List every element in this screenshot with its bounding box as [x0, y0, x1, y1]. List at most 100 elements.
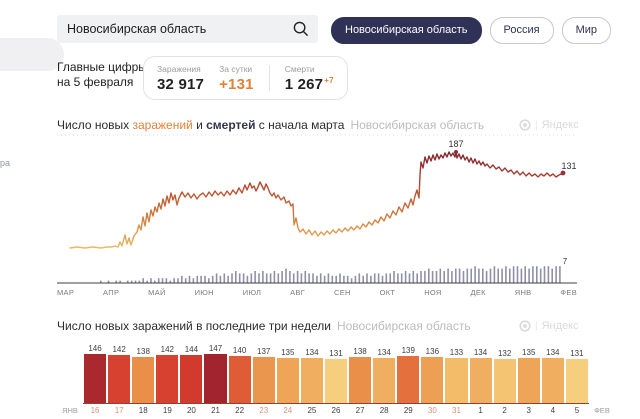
day-label: 30 — [427, 406, 437, 415]
bar-value-label: 140 — [232, 346, 247, 355]
bar-column-26: 131 26 — [323, 341, 349, 418]
bar-column-20: 144 20 — [179, 341, 204, 418]
chart1-title: Число новых заражений и смертей с начала… — [57, 118, 484, 132]
bar-column-21: 147 21 — [203, 341, 228, 418]
bar-value-label: 136 — [425, 347, 440, 356]
bar-value-label: 142 — [112, 345, 126, 354]
chart1-month-axis: МАР АПР МАЙ ИЮН ИЮЛ АВГ СЕН ОКТ НОЯ ДЕК ЯНВ ФЕВ — [57, 288, 577, 297]
search-icon[interactable] — [293, 21, 309, 37]
tab-0[interactable]: Новосибирская область — [331, 17, 482, 44]
day-label: 21 — [211, 406, 220, 415]
stat-deaths-value: 1 267+7 — [284, 75, 334, 93]
edge-text-fragment: ра — [0, 158, 11, 168]
daily-cases-bar — [349, 357, 372, 403]
month-label: СЕН — [333, 288, 351, 297]
bar-column-1: 134 1 — [468, 341, 493, 418]
day-label: 2 — [502, 406, 507, 415]
stats-divider — [268, 65, 270, 91]
tab-2[interactable]: Мир — [561, 17, 612, 44]
bar-value-label: 142 — [160, 345, 174, 354]
yandex-watermark: | Яндекс — [519, 119, 579, 131]
month-label: ИЮН — [194, 288, 214, 297]
bar-column-28: 134 28 — [372, 341, 397, 418]
bar-value-label: 133 — [449, 348, 464, 357]
bar-value-label: 134 — [546, 348, 560, 357]
bar-column-18: 138 18 — [131, 341, 156, 418]
daily-cases-bar — [517, 358, 540, 403]
bar-value-label: 146 — [88, 344, 102, 353]
daily-cases-bar — [565, 359, 588, 403]
month-label: ИЮЛ — [242, 288, 262, 297]
watermark-separator: | — [535, 320, 538, 332]
daily-cases-bar — [84, 354, 107, 403]
watermark-text: Яндекс — [541, 320, 579, 332]
search-box[interactable]: Новосибирская область — [57, 15, 318, 43]
stat-deaths-label: Смерти — [284, 63, 315, 74]
bar-column-23: 137 23 — [251, 341, 276, 418]
daily-cases-bar — [324, 359, 348, 403]
day-label: 16 — [90, 406, 100, 415]
bar-value-label: 139 — [401, 346, 415, 355]
month-label: МАР — [57, 288, 75, 297]
tab-1[interactable]: Россия — [489, 17, 554, 44]
chart1-title-infections-word: заражений — [132, 118, 193, 132]
bar-value-label: 138 — [353, 347, 367, 356]
bar-column-31: 133 31 — [444, 341, 469, 418]
month-label: МАЙ — [148, 288, 166, 297]
bar-value-label: 134 — [377, 348, 391, 357]
bar-column-2: 132 2 — [492, 341, 517, 418]
daily-cases-bar — [252, 357, 275, 403]
yandex-geo-icon — [519, 320, 531, 332]
month-label: АВГ — [290, 288, 306, 297]
chart1-region-label: Новосибирская область — [350, 118, 485, 132]
bar-value-label: 132 — [497, 349, 512, 358]
stat-deaths: Смерти 1 267+7 — [285, 64, 334, 93]
stat-infections-label: Заражения — [157, 63, 201, 74]
month-label: ДЕК — [470, 288, 486, 297]
three-weeks-bar-chart: ЯНВ 146 16 142 17 138 18 142 19 144 20 147 21 140 22 13… — [57, 341, 615, 418]
daily-cases-bar — [228, 356, 251, 403]
month-label: АПР — [103, 288, 120, 297]
stat-daily-label: За сутки — [219, 63, 253, 74]
bar-column-27: 138 27 — [348, 341, 373, 418]
day-label: 29 — [403, 406, 413, 415]
chart2-month-column: ФЕВ — [589, 342, 615, 418]
day-label: 4 — [550, 406, 556, 415]
month-label: ФЕВ — [560, 288, 577, 297]
stat-daily-value: +131 — [219, 75, 254, 93]
bar-value-label: 131 — [329, 349, 343, 358]
infections-deaths-chart: 187 131 7 — [57, 134, 577, 284]
day-label: 28 — [379, 406, 389, 415]
region-tabs: Новосибирская область Россия Мир — [331, 17, 612, 44]
bar-column-22: 140 22 — [227, 341, 252, 418]
day-label: 20 — [186, 406, 196, 415]
daily-cases-bar — [108, 355, 131, 403]
bar-value-label: 134 — [473, 348, 488, 357]
bar-value-label: 147 — [208, 344, 223, 353]
bar-value-label: 138 — [136, 347, 150, 356]
chart1-title-prefix: Число новых — [57, 118, 133, 132]
search-input[interactable]: Новосибирская область — [67, 22, 207, 36]
bar-value-label: 131 — [570, 349, 584, 358]
edge-cropped-button — [0, 38, 64, 71]
stat-infections: Заражения 32 917 — [157, 64, 204, 93]
stat-deaths-delta: +7 — [324, 75, 334, 85]
bar-column-24: 135 24 — [275, 341, 300, 418]
daily-cases-bar — [180, 355, 203, 403]
day-label: 19 — [162, 406, 172, 415]
day-label: 24 — [283, 406, 293, 415]
month-label: НОЯ — [424, 288, 442, 297]
stats-card: Заражения 32 917 За сутки +131 Смерти 1 … — [143, 56, 348, 100]
watermark-text: Яндекс — [541, 119, 579, 131]
day-label: 25 — [307, 406, 317, 415]
day-label: 31 — [452, 406, 461, 415]
daily-cases-bar — [156, 355, 179, 403]
day-label: 27 — [355, 406, 365, 415]
bar-column-3: 135 3 — [516, 341, 541, 418]
chart2-title-text: Число новых заражений в последние три не… — [57, 319, 331, 333]
bar-column-17: 142 17 — [107, 341, 132, 418]
stats-heading: Главные цифры на 5 февраля — [57, 60, 147, 90]
chart2-title: Число новых заражений в последние три не… — [57, 319, 471, 333]
bar-column-30: 136 30 — [420, 341, 445, 418]
